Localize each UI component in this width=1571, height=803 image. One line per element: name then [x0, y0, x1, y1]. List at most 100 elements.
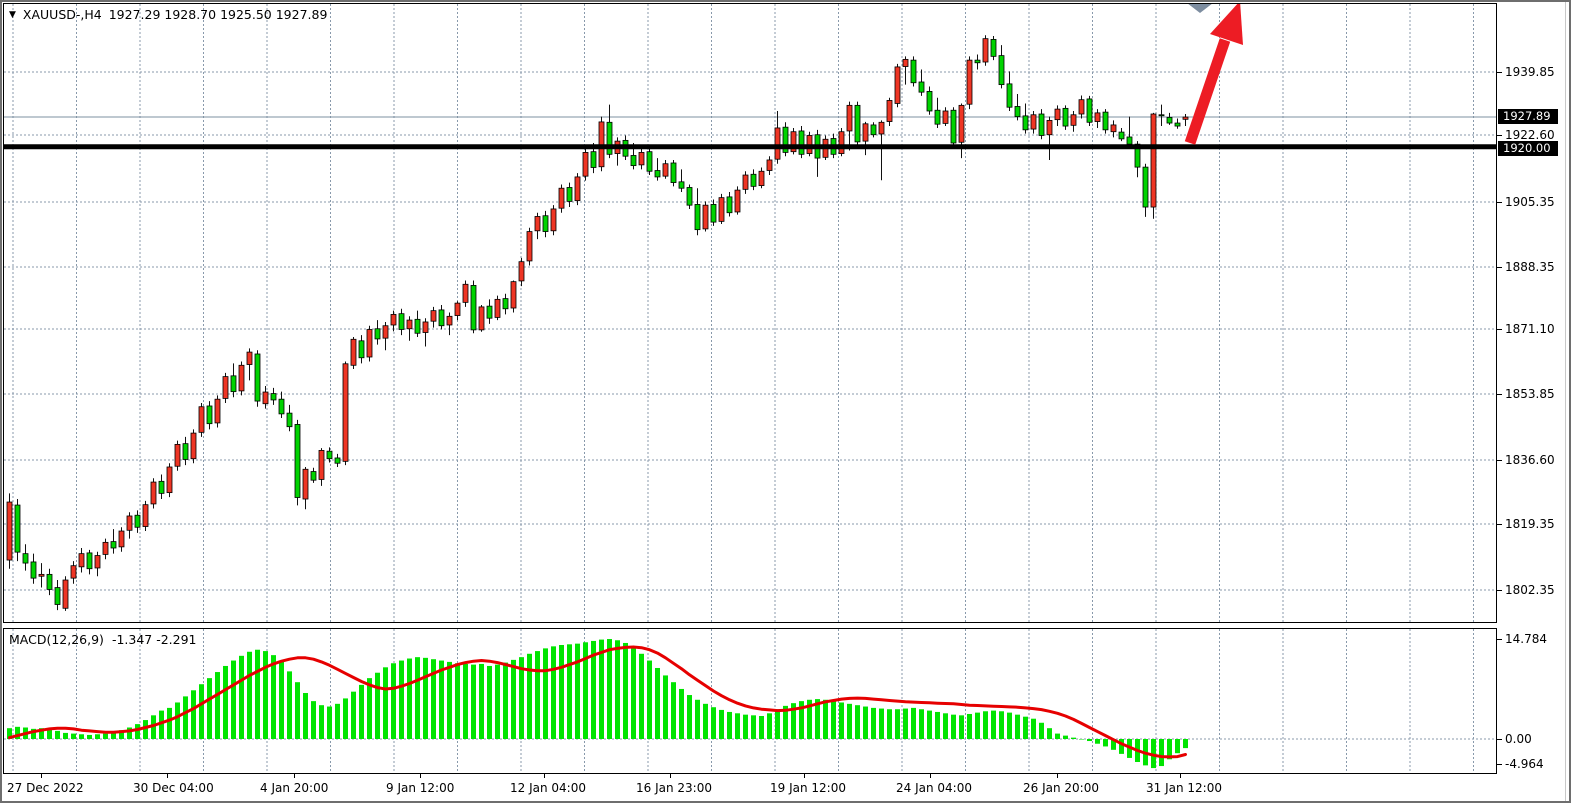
macd-histogram-bar	[431, 659, 436, 739]
macd-histogram-bar	[935, 711, 940, 739]
macd-histogram-bar	[919, 709, 924, 739]
macd-histogram-bar	[1007, 712, 1012, 739]
axis-tick	[1497, 135, 1502, 136]
bear-candle	[1022, 115, 1029, 131]
bear-candle	[1038, 113, 1045, 136]
bull-candle	[1030, 114, 1037, 130]
macd-histogram-bar	[279, 661, 284, 739]
bull-candle	[318, 450, 325, 480]
bear-candle	[1158, 114, 1165, 117]
macd-histogram-bar	[511, 659, 516, 739]
time-axis-label: 24 Jan 04:00	[896, 781, 972, 795]
macd-histogram-bar	[495, 664, 500, 739]
macd-histogram-bar	[519, 657, 524, 739]
macd-histogram-bar	[311, 701, 316, 739]
price-axis-label: 1853.85	[1505, 387, 1555, 401]
macd-histogram-bar	[559, 644, 564, 739]
bear-candle	[182, 443, 189, 460]
macd-histogram-bar	[367, 678, 372, 739]
macd-histogram-bar	[647, 660, 652, 739]
price-axis-label: 1836.60	[1505, 453, 1555, 467]
time-axis-tick	[420, 774, 421, 778]
bear-candle	[910, 59, 917, 84]
macd-signal-line	[8, 645, 1187, 759]
time-axis-label: 16 Jan 23:00	[636, 781, 712, 795]
macd-histogram-bar	[183, 696, 188, 739]
bull-candle	[446, 315, 453, 326]
macd-histogram-bar	[151, 715, 156, 739]
macd-histogram-bar	[1047, 728, 1052, 739]
bear-candle	[950, 109, 957, 144]
down-triangle-marker[interactable]	[1187, 4, 1213, 13]
macd-histogram-bar	[1031, 718, 1036, 739]
macd-histogram-bar	[911, 707, 916, 739]
bear-candle	[990, 39, 997, 57]
bull-candle	[574, 176, 581, 202]
macd-histogram-bar	[671, 682, 676, 739]
macd-panel[interactable]	[3, 628, 1497, 774]
macd-histogram-bar	[39, 728, 44, 739]
bear-candle	[998, 55, 1005, 86]
bull-candle	[838, 131, 845, 154]
bear-candle	[86, 552, 93, 570]
time-axis-tick	[1180, 774, 1181, 778]
bear-candle	[398, 313, 405, 330]
time-axis-tick	[1057, 774, 1058, 778]
bear-candle	[974, 59, 981, 64]
bull-candle	[966, 59, 973, 105]
macd-histogram-bar	[1167, 739, 1172, 760]
macd-histogram-bar	[591, 640, 596, 739]
bull-candle	[1054, 108, 1061, 121]
macd-histogram-bar	[1159, 739, 1164, 767]
bull-candle	[638, 152, 645, 166]
bear-candle	[678, 181, 685, 189]
macd-histogram-bar	[951, 714, 956, 739]
up-arrow-shaft[interactable]	[1184, 38, 1231, 145]
bear-candle	[726, 196, 733, 214]
bear-candle	[1142, 166, 1149, 208]
axis-tick	[1497, 739, 1502, 740]
macd-chart[interactable]	[4, 629, 1496, 773]
macd-histogram-bar	[103, 733, 108, 739]
macd-histogram-bar	[423, 657, 428, 739]
macd-histogram-bar	[71, 733, 76, 739]
macd-histogram-bar	[463, 663, 468, 739]
macd-histogram-bar	[1015, 714, 1020, 739]
symbol-dropdown-icon[interactable]: ▼	[9, 9, 16, 20]
macd-histogram-bar	[31, 728, 36, 739]
bear-candle	[334, 457, 341, 464]
macd-histogram-bar	[287, 671, 292, 739]
bull-candle	[422, 321, 429, 333]
bull-candle	[718, 197, 725, 222]
bear-candle	[590, 151, 597, 168]
macd-histogram-bar	[247, 651, 252, 739]
price-axis-label: 1802.35	[1505, 583, 1555, 597]
macd-histogram-bar	[887, 709, 892, 739]
bull-candle	[518, 261, 525, 282]
price-chart-panel[interactable]	[3, 3, 1497, 623]
price-axis-label: 1871.10	[1505, 322, 1555, 336]
bear-candle	[1102, 111, 1109, 131]
bull-candle	[150, 481, 157, 505]
axis-tick	[1497, 394, 1502, 395]
bull-candle	[366, 329, 373, 358]
bear-candle	[1126, 136, 1133, 145]
bull-candle	[70, 565, 77, 579]
bear-candle	[278, 398, 285, 415]
macd-histogram-bar	[1119, 739, 1124, 754]
bull-candle	[494, 298, 501, 318]
bear-candle	[566, 187, 573, 202]
time-axis-tick	[294, 774, 295, 778]
macd-histogram-bar	[575, 643, 580, 739]
up-arrow-head[interactable]	[1210, 4, 1243, 45]
macd-histogram-bar	[343, 698, 348, 739]
time-axis-label: 9 Jan 12:00	[386, 781, 455, 795]
bear-candle	[926, 91, 933, 112]
time-axis-tick	[41, 774, 42, 778]
bull-candle	[1078, 99, 1085, 115]
macd-histogram-bar	[527, 653, 532, 739]
candlestick-chart[interactable]	[4, 4, 1496, 622]
macd-histogram-bar	[1039, 722, 1044, 739]
macd-histogram-bar	[455, 663, 460, 739]
time-axis-tick	[670, 774, 671, 778]
